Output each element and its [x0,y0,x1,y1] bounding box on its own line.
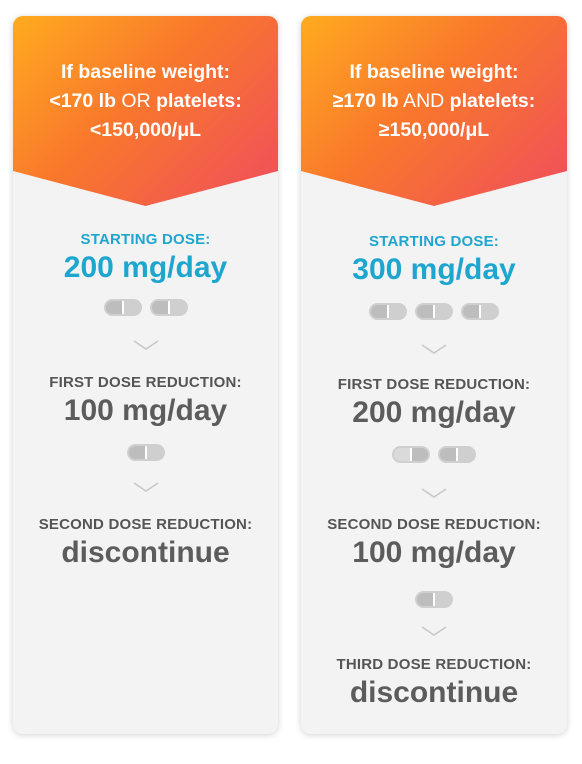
criteria-weight: <170 lb [49,90,116,112]
step-label: FIRST DOSE REDUCTION: [49,374,242,391]
step-label: SECOND DOSE REDUCTION: [38,516,253,533]
criteria-platelets-label: platelets: [156,90,242,112]
step-value: 200 mg/day [63,251,228,284]
capsule-icon [461,303,499,320]
step-value: discontinue [61,536,230,569]
step-label: STARTING DOSE: [80,231,211,248]
capsule-icon [126,444,165,461]
capsule-icon [392,446,430,463]
criteria-text: If baseline weight: <170 lb OR platelets… [13,58,278,145]
capsule-icon [415,303,453,320]
criteria-connector: OR [115,90,157,112]
pill-group [13,299,278,316]
pill-group [13,444,278,461]
step-value: 100 mg/day [352,536,516,569]
chevron-down-icon [133,340,158,350]
criteria-platelets-label: platelets: [449,90,536,112]
step-value: 100 mg/day [63,394,228,427]
third-dose-reduction: THIRD DOSE REDUCTION: discontinue [301,656,567,710]
capsule-icon [369,303,407,320]
criteria-connector: AND [398,90,450,112]
step-value: 200 mg/day [352,396,516,429]
chevron-down-icon [421,626,447,636]
criteria-line-1: If baseline weight: [349,61,519,83]
pill-group [301,591,567,608]
criteria-banner [13,16,278,206]
step-label: FIRST DOSE REDUCTION: [337,376,531,393]
criteria-weight: ≥170 lb [332,90,399,112]
capsule-icon [415,591,453,608]
criteria-line-1: If baseline weight: [60,61,231,83]
dosing-card-low-weight: If baseline weight: <170 lb OR platelets… [13,16,278,734]
pill-group [301,303,567,320]
dosing-card-high-weight: If baseline weight: ≥170 lb AND platelet… [301,16,567,734]
first-dose-reduction: FIRST DOSE REDUCTION: 200 mg/day [301,376,567,430]
step-label: SECOND DOSE REDUCTION: [327,516,541,533]
chevron-down-icon [133,482,158,492]
pill-group [301,446,567,463]
second-dose-reduction: SECOND DOSE REDUCTION: discontinue [13,516,278,570]
step-value: discontinue [349,676,519,709]
first-dose-reduction: FIRST DOSE REDUCTION: 100 mg/day [13,374,278,428]
criteria-platelets-value: ≥150,000/μL [378,119,490,141]
starting-dose: STARTING DOSE: 200 mg/day [13,231,278,285]
criteria-banner [301,16,567,206]
step-label: STARTING DOSE: [368,233,500,250]
second-dose-reduction: SECOND DOSE REDUCTION: 100 mg/day [301,516,567,570]
capsule-icon [103,299,142,316]
chevron-down-icon [421,488,447,498]
criteria-text: If baseline weight: ≥170 lb AND platelet… [301,58,567,145]
step-label: THIRD DOSE REDUCTION: [336,656,532,673]
step-value: 300 mg/day [352,253,516,286]
capsule-icon [438,446,476,463]
capsule-icon [149,299,188,316]
starting-dose: STARTING DOSE: 300 mg/day [301,233,567,287]
criteria-platelets-value: <150,000/μL [89,119,202,141]
chevron-down-icon [421,344,447,354]
